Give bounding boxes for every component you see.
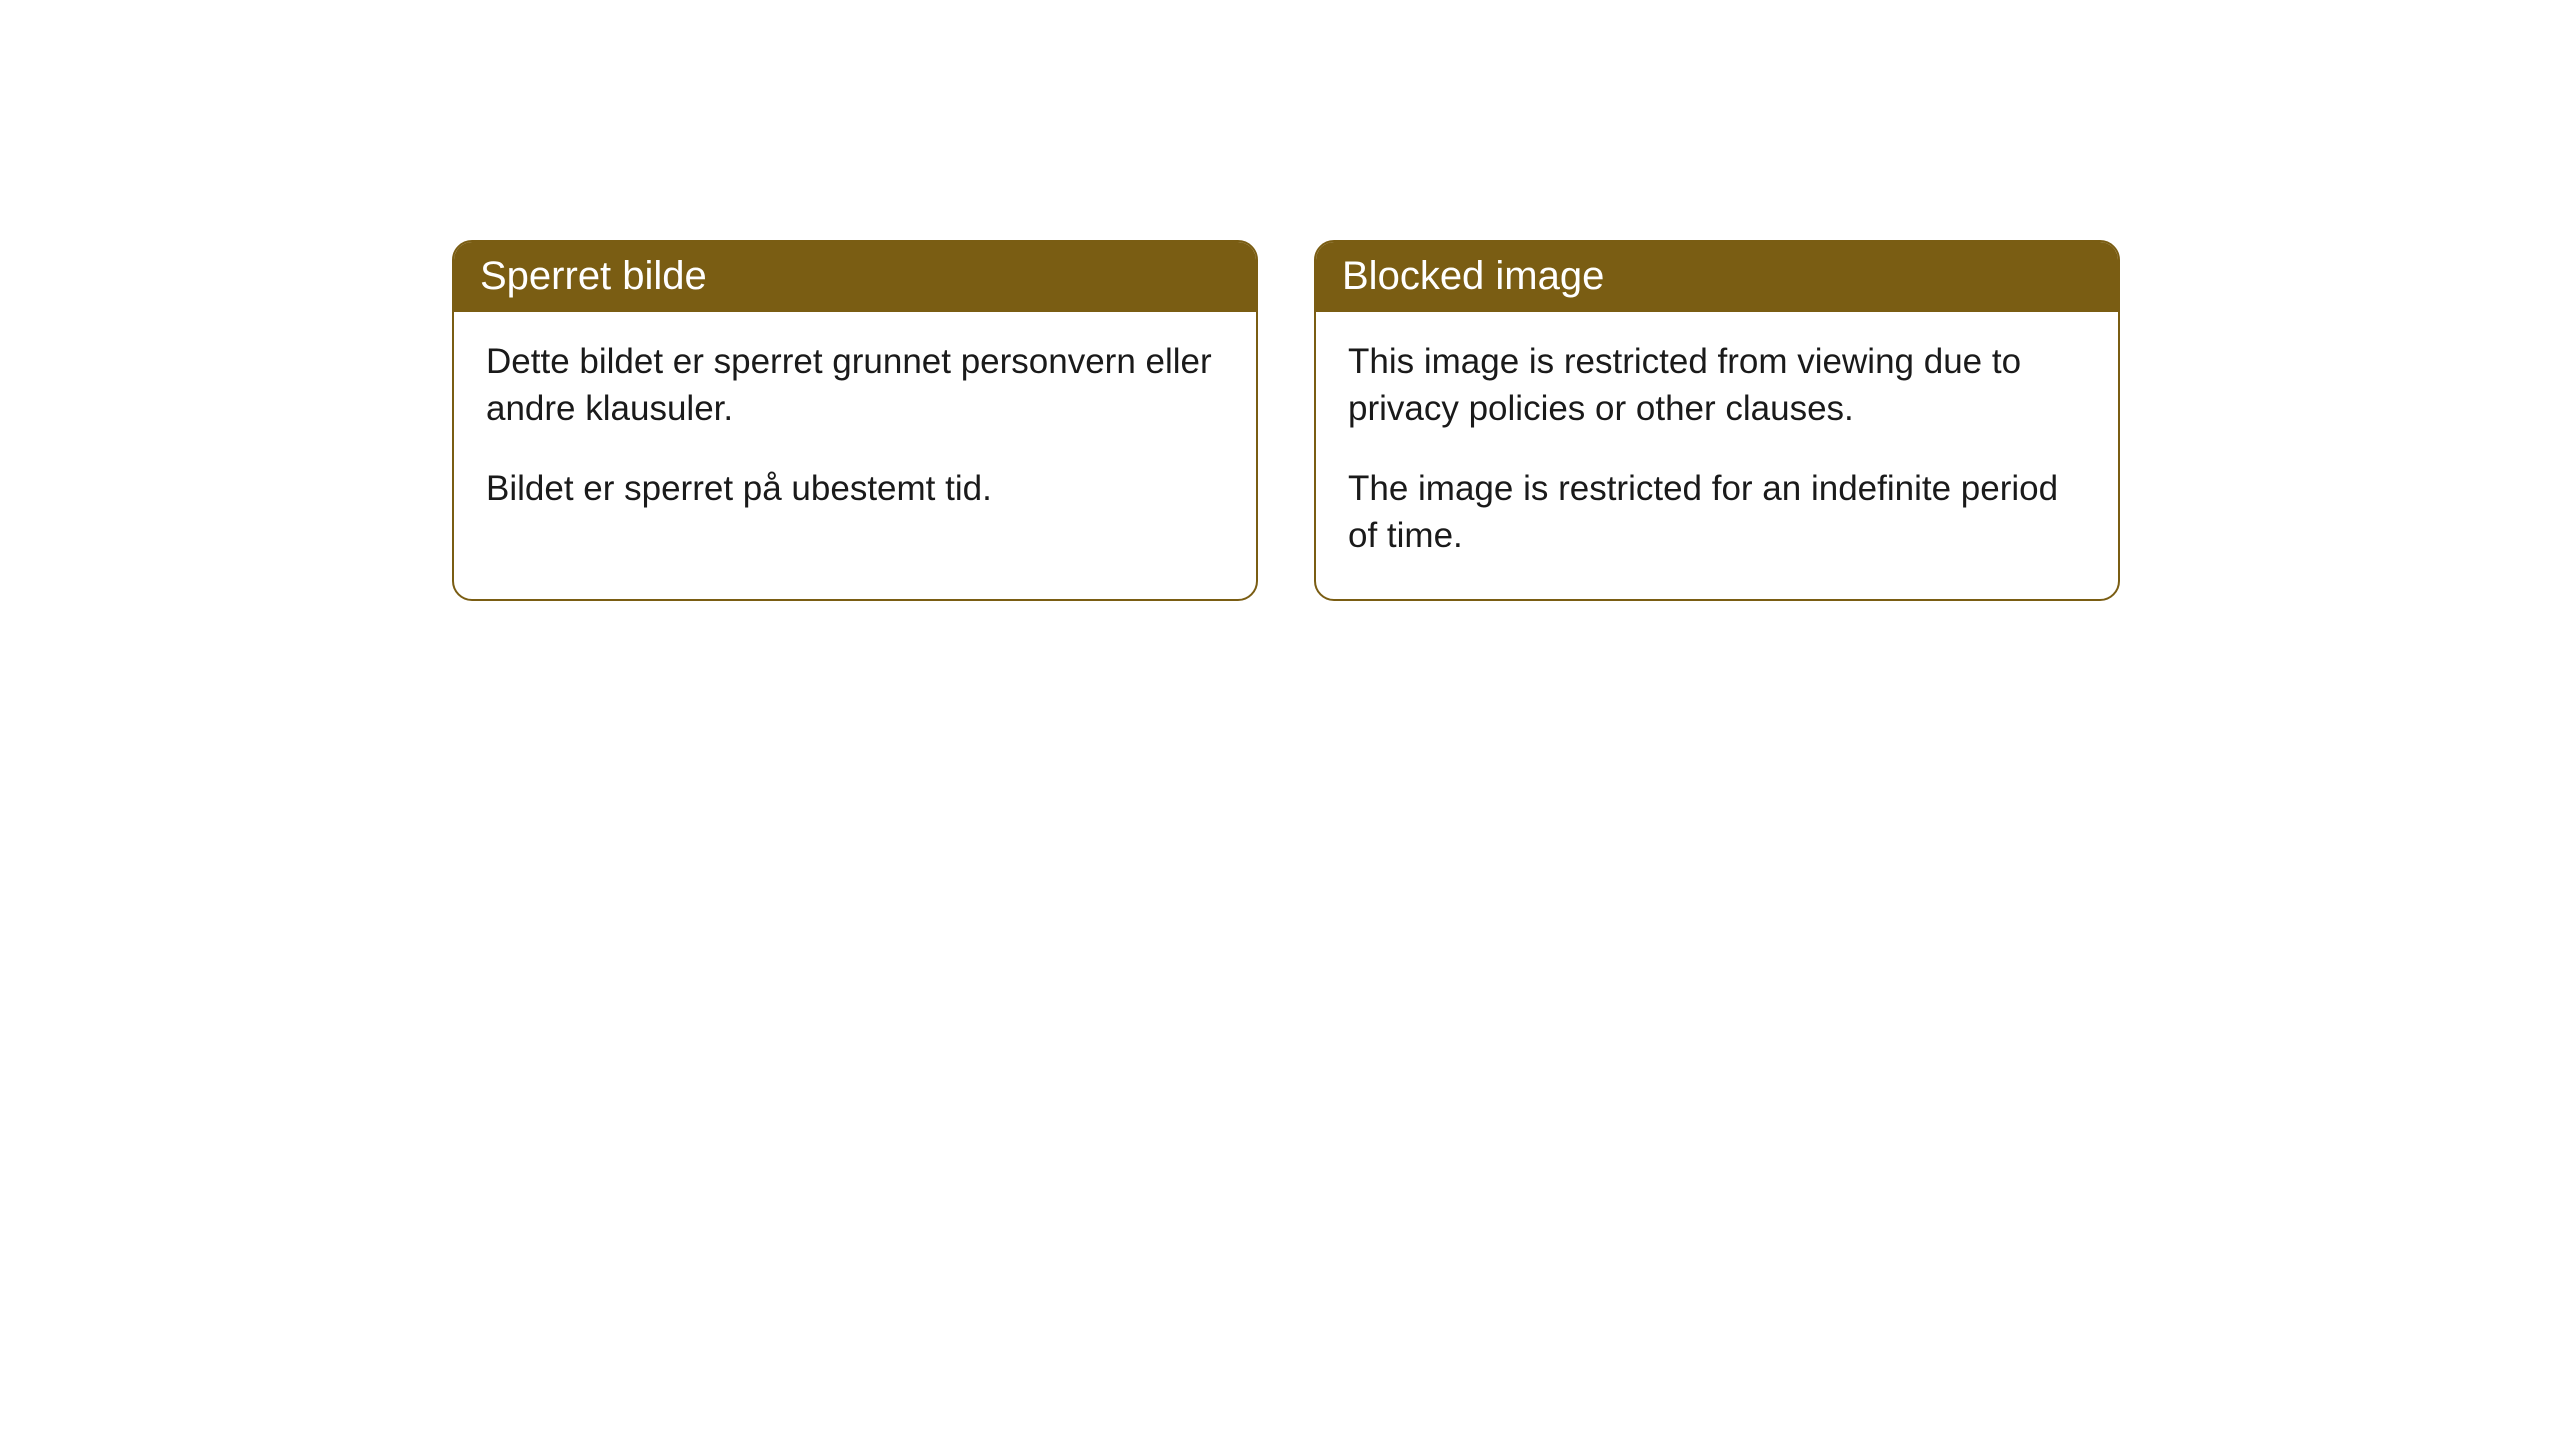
- card-header-no: Sperret bilde: [454, 242, 1256, 312]
- notice-cards-container: Sperret bilde Dette bildet er sperret gr…: [0, 0, 2560, 601]
- card-paragraph-2-no: Bildet er sperret på ubestemt tid.: [486, 465, 1224, 512]
- blocked-image-card-en: Blocked image This image is restricted f…: [1314, 240, 2120, 601]
- card-body-no: Dette bildet er sperret grunnet personve…: [454, 312, 1256, 552]
- card-paragraph-2-en: The image is restricted for an indefinit…: [1348, 465, 2086, 560]
- card-body-en: This image is restricted from viewing du…: [1316, 312, 2118, 599]
- card-header-en: Blocked image: [1316, 242, 2118, 312]
- blocked-image-card-no: Sperret bilde Dette bildet er sperret gr…: [452, 240, 1258, 601]
- card-paragraph-1-no: Dette bildet er sperret grunnet personve…: [486, 338, 1224, 433]
- card-paragraph-1-en: This image is restricted from viewing du…: [1348, 338, 2086, 433]
